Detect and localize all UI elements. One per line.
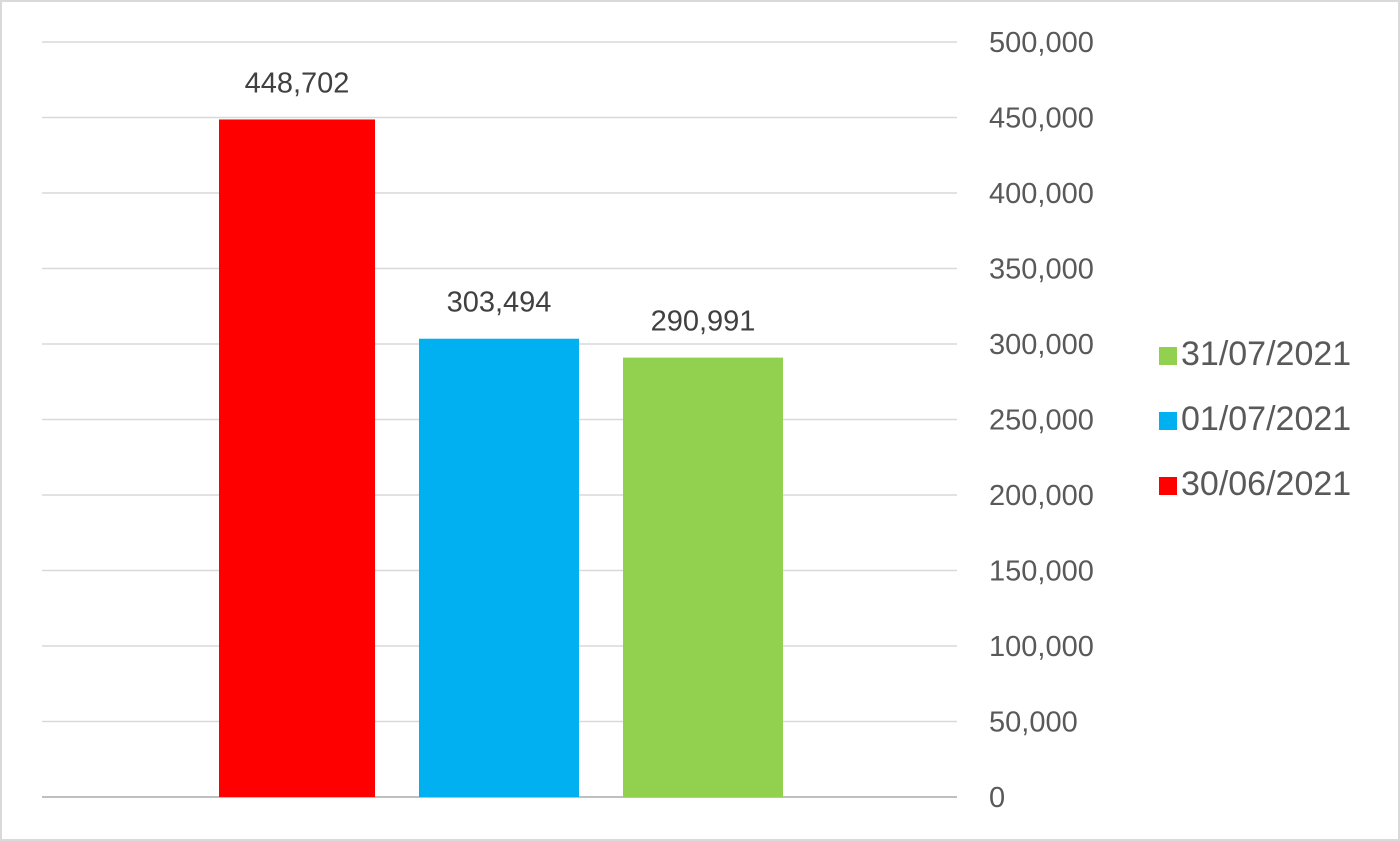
y-tick-label: 350,000 (989, 254, 1094, 286)
y-tick-label: 150,000 (989, 556, 1094, 588)
data-label: 290,991 (651, 306, 756, 338)
legend-swatch (1159, 347, 1177, 365)
data-label: 303,494 (447, 287, 552, 319)
y-tick-label: 50,000 (989, 707, 1078, 739)
y-tick-label: 100,000 (989, 631, 1094, 663)
bar (623, 357, 783, 797)
legend-label: 01/07/2021 (1181, 400, 1351, 438)
data-labels: 448,702 303,494 290,991 (245, 67, 756, 337)
legend: 31/07/2021 01/07/2021 30/06/2021 (1159, 335, 1351, 503)
y-tick-label: 500,000 (989, 27, 1094, 59)
bars (219, 119, 783, 798)
y-tick-label: 400,000 (989, 178, 1094, 210)
y-axis-ticks: 0 50,000 100,000 150,000 200,000 250,000 300,0… (989, 27, 1094, 814)
y-tick-label: 0 (989, 782, 1005, 814)
bar (419, 338, 579, 797)
y-tick-label: 200,000 (989, 480, 1094, 512)
legend-swatch (1159, 477, 1177, 495)
bar (219, 119, 375, 798)
data-label: 448,702 (245, 67, 350, 99)
y-tick-label: 450,000 (989, 103, 1094, 135)
gridlines (42, 41, 957, 798)
legend-label: 30/06/2021 (1181, 465, 1351, 503)
legend-swatch (1159, 412, 1177, 430)
y-tick-label: 300,000 (989, 329, 1094, 361)
legend-label: 31/07/2021 (1181, 335, 1351, 373)
y-tick-label: 250,000 (989, 405, 1094, 437)
